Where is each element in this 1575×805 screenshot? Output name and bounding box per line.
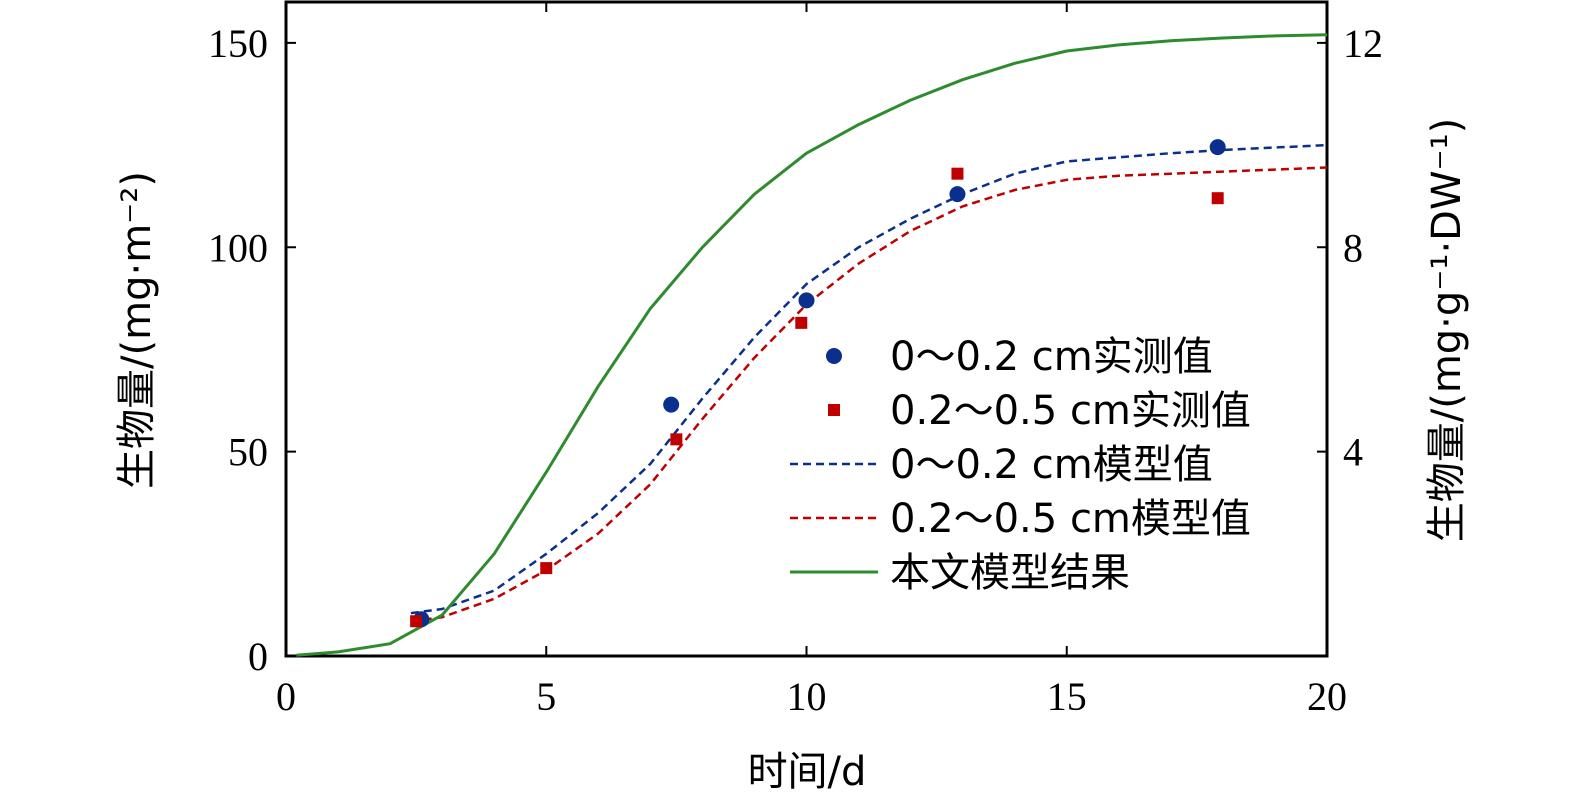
data-point-circle: [1209, 139, 1226, 156]
y2-tick-label: 12: [1343, 21, 1383, 66]
y-tick-label: 150: [208, 21, 268, 66]
x-tick-label: 5: [536, 674, 556, 719]
x-tick-label: 0: [276, 674, 296, 719]
y-axis-title: 生物量/(mg·m⁻²): [114, 171, 160, 489]
plot-frame: [284, 0, 1329, 658]
legend: 0～0.2 cm实测值 0.2～0.5 cm实测值 0～0.2 cm模型值 0.2～0…: [790, 334, 1251, 596]
tick-marks: [285, 2, 1328, 657]
legend-label: 本文模型结果: [890, 550, 1130, 596]
data-point-square: [670, 433, 683, 446]
series-line-2: [410, 143, 1328, 615]
data-point-square: [410, 615, 423, 628]
x-tick-label: 20: [1307, 674, 1347, 719]
data-point-circle: [663, 396, 680, 413]
tick-labels: 0 5 10 15 20 0 50 100 150 4 8 12: [208, 21, 1383, 719]
x-axis-title: 时间/d: [748, 749, 867, 795]
data-point-square: [795, 316, 808, 329]
y2-axis-title: 生物量/(mg·g⁻¹·DW⁻¹): [1424, 118, 1470, 543]
data-point-circle: [798, 292, 815, 309]
data-point-square: [540, 562, 553, 575]
data-point-square: [1211, 192, 1224, 205]
series-layer: [296, 33, 1328, 657]
y2-tick-label: 4: [1343, 430, 1363, 475]
x-tick-label: 10: [787, 674, 827, 719]
legend-label: 0～0.2 cm实测值: [890, 334, 1213, 380]
legend-marker-circle: [826, 348, 842, 364]
legend-label: 0.2～0.5 cm模型值: [890, 496, 1251, 542]
y-tick-label: 100: [208, 225, 268, 270]
series-line-4: [296, 33, 1328, 657]
y-tick-label: 50: [228, 430, 268, 475]
legend-marker-square: [828, 404, 840, 416]
legend-label: 0～0.2 cm模型值: [890, 442, 1213, 488]
data-point-circle: [949, 186, 966, 203]
y2-tick-label: 8: [1343, 225, 1363, 270]
plot-area-border: [284, 0, 1329, 658]
y-tick-label: 0: [248, 634, 268, 679]
x-tick-label: 15: [1047, 674, 1087, 719]
legend-label: 0.2～0.5 cm实测值: [890, 388, 1251, 434]
data-point-square: [951, 167, 964, 180]
